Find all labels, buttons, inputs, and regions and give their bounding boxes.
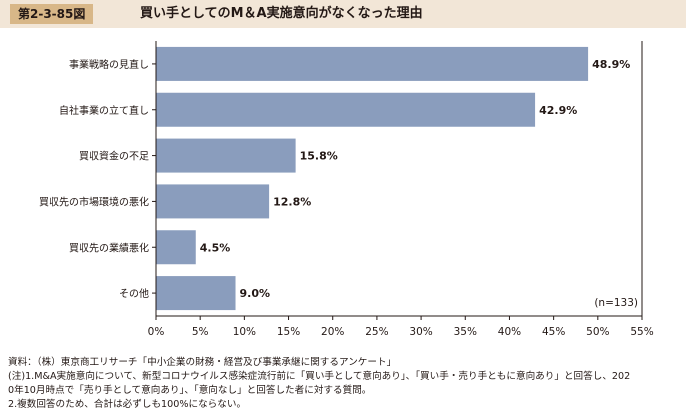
category-label: 自社事業の立て直し [59,104,149,117]
bar [156,184,270,219]
bar [156,92,536,127]
bar-value-label: 15.8% [300,150,338,163]
source-note: 資料：（株）東京商工リサーチ「中小企業の財務・経営及び事業承継に関するアンケート… [8,357,397,368]
notes: 資料：（株）東京商工リサーチ「中小企業の財務・経営及び事業承継に関するアンケート… [8,356,683,412]
x-tick-label: 55% [630,326,653,338]
category-label: 買収資金の不足 [79,150,149,163]
bar-value-label: 9.0% [240,287,271,300]
category-label: 事業戦略の見直し [69,58,149,71]
bar [156,138,296,173]
bar-value-label: 48.9% [592,58,630,71]
bar [156,230,196,265]
sample-size-label: (n=133) [594,297,638,309]
bar-value-label: 42.9% [539,104,577,117]
note-2: 2.複数回答のため、合計は必ずしも100%にならない。 [8,399,247,410]
note-1-line-1: (注)1.M&A実施意向について、新型コロナウイルス感染症流行前に「買い手として… [8,371,631,382]
note-1-line-2: 0年10月時点で「売り手として意向あり」、「意向なし」と回答した者に対する質問。 [8,385,372,396]
figure-title: 買い手としてのM＆A実施意向がなくなった理由 [140,6,423,21]
x-tick-label: 30% [409,326,432,338]
bar [156,46,589,81]
x-tick-label: 50% [586,326,609,338]
figure-header: 第2-3-85図 買い手としてのM＆A実施意向がなくなった理由 [0,0,686,28]
category-label: 買収先の市場環境の悪化 [39,195,149,208]
x-tick-label: 25% [365,326,388,338]
x-tick-label: 5% [192,326,209,338]
category-label: 買収先の業績悪化 [69,241,149,254]
figure-number: 第2-3-85図 [10,4,94,24]
x-tick-label: 20% [321,326,344,338]
bar-chart: 事業戦略の見直し 48.9% 自社事業の立て直し 42.9% 買収資金の不足 15.8% 買… [39,41,654,338]
bar-value-label: 4.5% [200,241,231,254]
x-tick-label: 10% [233,326,256,338]
x-tick-label: 35% [454,326,477,338]
bar-value-label: 12.8% [273,195,311,208]
x-tick-label: 45% [542,326,565,338]
x-tick-label: 40% [498,326,521,338]
category-label: その他 [119,287,149,300]
x-tick-label: 15% [277,326,300,338]
bar [156,276,236,311]
x-tick-label: 0% [148,326,165,338]
